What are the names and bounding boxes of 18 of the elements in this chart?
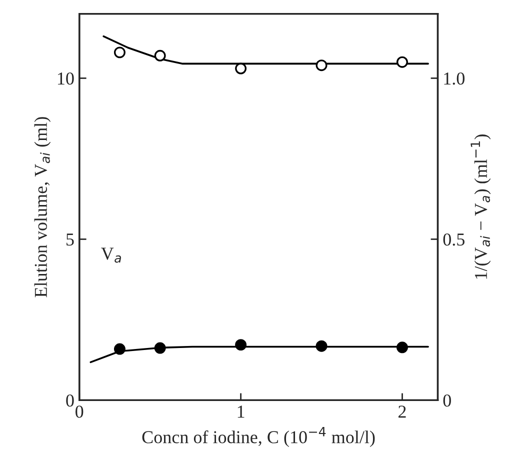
point [396, 56, 408, 68]
y2-tick-label: 1.0 [444, 72, 464, 85]
y2-tick-label: 0.5 [443, 233, 464, 246]
x-tick-label: 2 [398, 406, 406, 418]
y2-tick-label: 0 [443, 394, 451, 407]
point [316, 60, 328, 72]
y2-axis-title: 1/(V$_{ai}$ − V$_{a}$) (ml$^{−1}$) [470, 134, 491, 279]
point [154, 50, 166, 62]
x-axis-title: Concn of iodine, C (10$^{−4}$ mol/l) [142, 426, 375, 447]
y-axis-title: Elution volume, V$_{ai}$ (ml) [34, 117, 51, 298]
point [235, 62, 247, 74]
y-tick-label: 5 [66, 234, 74, 246]
x-tick-label: 0 [76, 406, 84, 418]
x-tick-label: 1 [238, 406, 244, 418]
point [114, 46, 126, 58]
annotation: V$_{a}$ [101, 248, 121, 263]
y-tick-label: 0 [66, 394, 74, 407]
y-tick-label: 10 [58, 72, 74, 85]
